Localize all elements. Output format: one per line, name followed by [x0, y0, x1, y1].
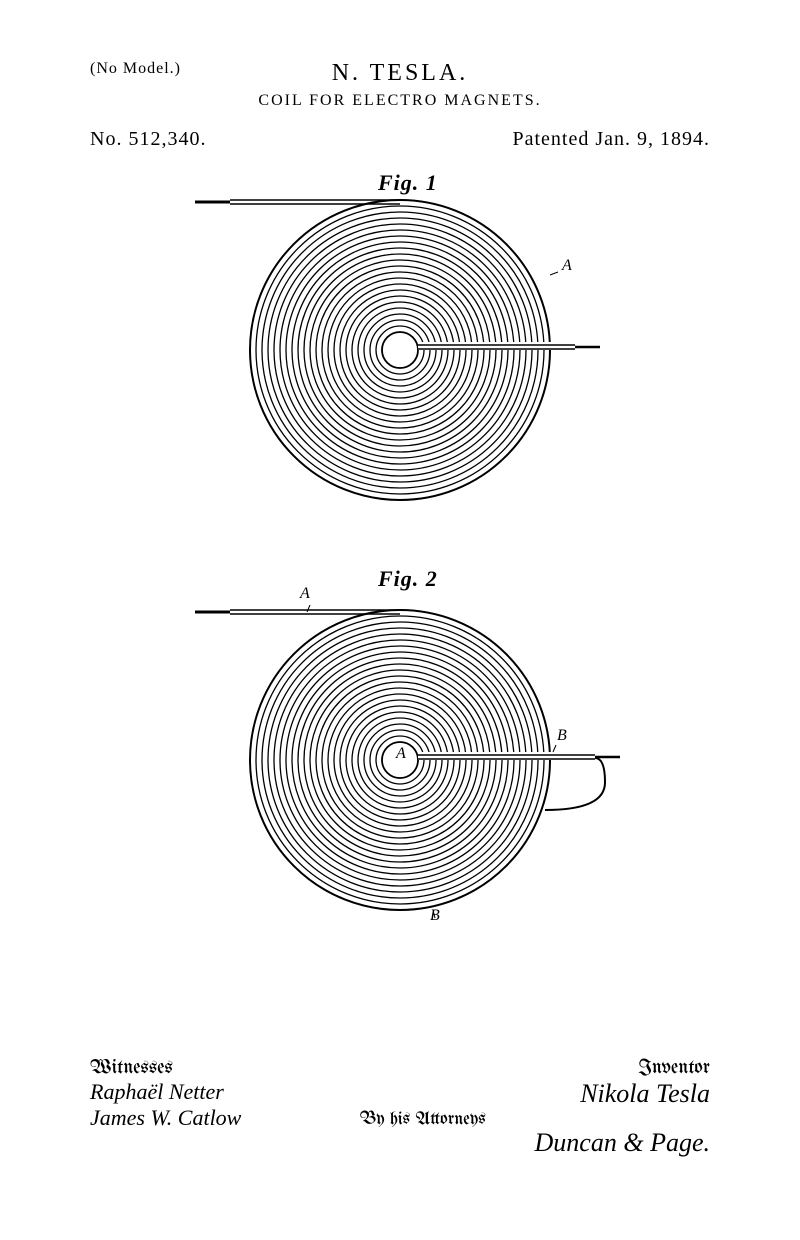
- inventor-name: Nikola Tesla: [580, 1079, 710, 1109]
- attorneys-name: Duncan & Page.: [535, 1128, 710, 1158]
- witness-name-2: James W. Catlow: [90, 1105, 241, 1131]
- attorneys-header: By his Attorneys: [360, 1110, 486, 1129]
- patent-diagram: A A A B B: [0, 0, 800, 1240]
- attorneys-block: By his Attorneys: [360, 1110, 486, 1129]
- witness-name-1: Raphaël Netter: [90, 1079, 241, 1105]
- inventor-block: Inventor Nikola Tesla: [580, 1058, 710, 1109]
- svg-text:B: B: [430, 907, 440, 924]
- svg-text:A: A: [395, 745, 406, 762]
- svg-text:A: A: [561, 257, 572, 274]
- inventor-header: Inventor: [580, 1058, 710, 1079]
- svg-text:A: A: [299, 585, 310, 602]
- witnesses-block: Witnesses Raphaël Netter James W. Catlow: [90, 1058, 241, 1131]
- attorneys-name-block: Duncan & Page.: [535, 1128, 710, 1158]
- svg-text:B: B: [557, 727, 567, 744]
- patent-page: (No Model.) N. TESLA. COIL FOR ELECTRO M…: [0, 0, 800, 1240]
- witnesses-header: Witnesses: [90, 1058, 241, 1079]
